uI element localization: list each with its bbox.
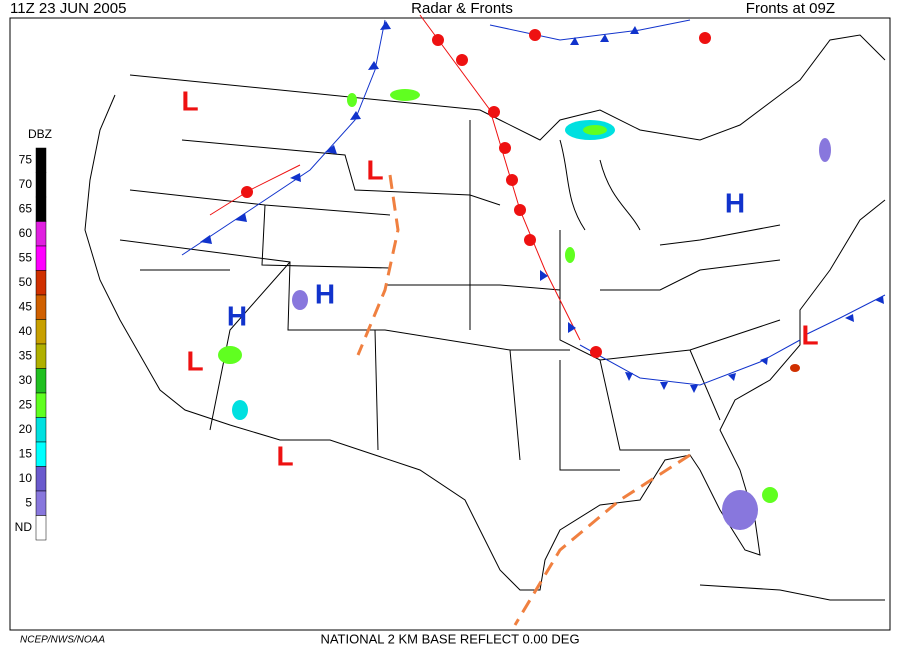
- map-frame: [9, 17, 891, 631]
- caribbean: [699, 584, 885, 601]
- legend: 75 70 65 60 55 50 45 40 35 30 25 20 15 10 5 ND: [15, 147, 47, 541]
- great-lakes: [559, 139, 641, 231]
- legend-swatch: [35, 270, 47, 296]
- legend-label: 10: [19, 471, 33, 485]
- pressure-center: L: [801, 319, 818, 350]
- fronts-time: Fronts at 09Z: [746, 0, 835, 17]
- legend-swatch: [35, 417, 47, 443]
- legend-label: 25: [19, 397, 33, 411]
- legend-swatch: [35, 392, 47, 418]
- pressure-center: L: [276, 440, 293, 471]
- pressure-center: L: [366, 154, 383, 185]
- legend-swatch: [35, 221, 47, 247]
- legend-label: 20: [19, 422, 33, 436]
- legend-label: 15: [19, 446, 33, 460]
- legend-label: 30: [19, 373, 33, 387]
- cold-front-east: [804, 294, 886, 336]
- legend-label: 35: [19, 348, 33, 362]
- pressure-center: L: [186, 345, 203, 376]
- title: Radar & Fronts: [411, 0, 513, 17]
- legend-title: DBZ: [28, 127, 52, 141]
- legend-swatch: [35, 515, 47, 541]
- legend-swatch: [35, 368, 47, 394]
- legend-swatch: [35, 466, 47, 492]
- legend-label: 40: [19, 324, 33, 338]
- pressure-center: H: [725, 187, 745, 218]
- credit: NCEP/NWS/NOAA: [20, 635, 105, 646]
- warm-symbols: [241, 29, 711, 358]
- legend-label: 70: [19, 177, 33, 191]
- pressure-center: L: [181, 85, 198, 116]
- stationary-front-blue: [579, 339, 801, 386]
- legend-label: 65: [19, 201, 33, 215]
- legend-label: 60: [19, 226, 33, 240]
- product-label: NATIONAL 2 KM BASE REFLECT 0.00 DEG: [320, 631, 579, 646]
- canada-border: [129, 34, 886, 141]
- legend-label: 75: [19, 152, 33, 166]
- legend-swatch: [35, 441, 47, 467]
- legend-label: ND: [15, 520, 33, 534]
- legend-label: 45: [19, 299, 33, 313]
- fronts: [181, 14, 886, 626]
- radar-echoes: [218, 89, 831, 530]
- coastline: [84, 94, 886, 591]
- time-label: 11Z 23 JUN 2005: [10, 0, 126, 17]
- state-lines: [119, 120, 781, 471]
- cold-front-north: [489, 19, 691, 41]
- legend-label: 55: [19, 250, 33, 264]
- pressure-center: H: [315, 278, 335, 309]
- basemap: [84, 34, 886, 601]
- pressure-center: H: [227, 300, 247, 331]
- legend-label: 50: [19, 275, 33, 289]
- legend-swatch: [35, 147, 47, 173]
- legend-swatch: [35, 172, 47, 198]
- legend-swatch: [35, 196, 47, 222]
- legend-swatch: [35, 490, 47, 516]
- legend-label: 5: [25, 495, 32, 509]
- legend-swatch: [35, 343, 47, 369]
- trough: [356, 174, 400, 356]
- trough: [513, 453, 691, 626]
- legend-swatch: [35, 245, 47, 271]
- legend-swatch: [35, 319, 47, 345]
- legend-swatch: [35, 294, 47, 320]
